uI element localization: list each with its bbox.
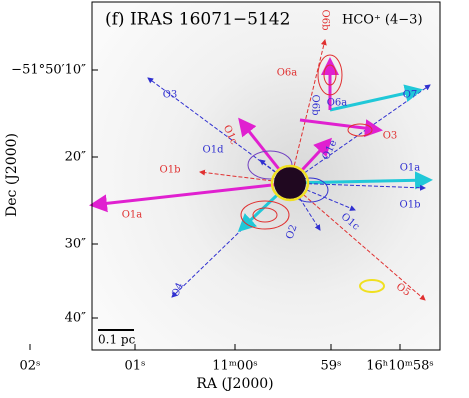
y-tick-label: 30″ [65,237,87,252]
beam [270,164,310,202]
outflow-label: O6a [277,68,298,79]
outflow-arrow [289,84,431,184]
outflow-label: O3 [163,90,178,101]
y-tick-label: 20″ [65,150,87,165]
outflow-arrow [147,77,291,184]
outflow-label: O6b [320,10,331,31]
x-tick-label: 11ᵐ00ˢ [212,359,257,374]
x-tick-label: 16ʰ10ᵐ58ˢ [366,359,434,374]
outflow-label: O1b [160,165,181,176]
frame [91,1,441,351]
outflow-label: O1b [400,200,421,211]
outflow-arrow [89,181,291,213]
y-axis-label: Dec (J2000) [4,133,20,217]
image [92,2,440,350]
outflow-label: O6b [310,95,321,116]
scale-label: 0.1 pc [98,333,136,347]
outflow-label: O1a [122,210,143,221]
outflow-arrow [289,182,426,191]
outflow-arrow [289,39,327,184]
core [274,167,306,199]
x-tick-label: 02ˢ [20,359,41,374]
y-tick-label: −51°50′10″ [11,63,86,78]
outflow-label: O3 [383,131,398,142]
molecule: HCO⁺ (4−3) [342,13,423,28]
outflow-label: O6a [327,98,348,109]
beam [359,279,385,293]
outflow-label: O7 [403,90,418,101]
outflow-arrow [329,84,423,112]
x-axis-label: RA (J2000) [196,376,273,392]
y-tick-label: 40″ [65,311,87,326]
outflow-arrow [299,118,383,138]
outflow-label: O2 [284,223,299,240]
x-tick-label: 59ˢ [321,359,342,374]
x-tick-label: 01ˢ [125,359,146,374]
title: (f) IRAS 16071−5142 [105,10,290,30]
outflow-arrow [289,171,433,190]
outflow-label: O1a [400,163,421,174]
outflow-label: O1d [203,145,225,156]
